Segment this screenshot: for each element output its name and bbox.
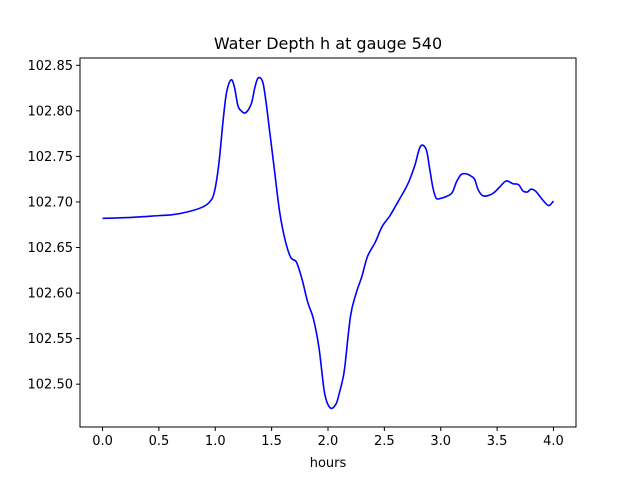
x-axis-label: hours [310,456,347,471]
x-tick-label: 1.5 [261,434,282,449]
x-tick-label: 0.5 [149,434,170,449]
y-tick-label: 102.85 [28,59,74,74]
y-tick-label: 102.65 [28,241,74,256]
x-tick-label: 2.5 [374,434,395,449]
y-tick-label: 102.80 [28,104,74,119]
plot-area [102,76,555,410]
y-tick-label: 102.55 [28,332,74,347]
x-tick-label: 3.0 [430,434,451,449]
chart-title: Water Depth h at gauge 540 [214,34,442,53]
x-tick-label: 2.0 [318,434,339,449]
y-axis: 102.50 102.55 102.60 102.65 102.70 102.75 102.… [28,59,80,393]
x-tick-label: 0.0 [92,434,113,449]
series-line-0 [102,76,555,410]
axes-frame [79,57,577,428]
y-tick-label: 102.70 [28,195,74,210]
x-axis: 0.0 0.5 1.0 1.5 2.0 2.5 3.0 3.5 4.0 [92,427,564,449]
y-tick-label: 102.60 [28,287,74,302]
x-tick-label: 1.0 [205,434,226,449]
x-tick-label: 3.5 [487,434,508,449]
y-tick-label: 102.50 [28,378,74,393]
x-tick-label: 4.0 [543,434,564,449]
y-tick-label: 102.75 [28,150,74,165]
